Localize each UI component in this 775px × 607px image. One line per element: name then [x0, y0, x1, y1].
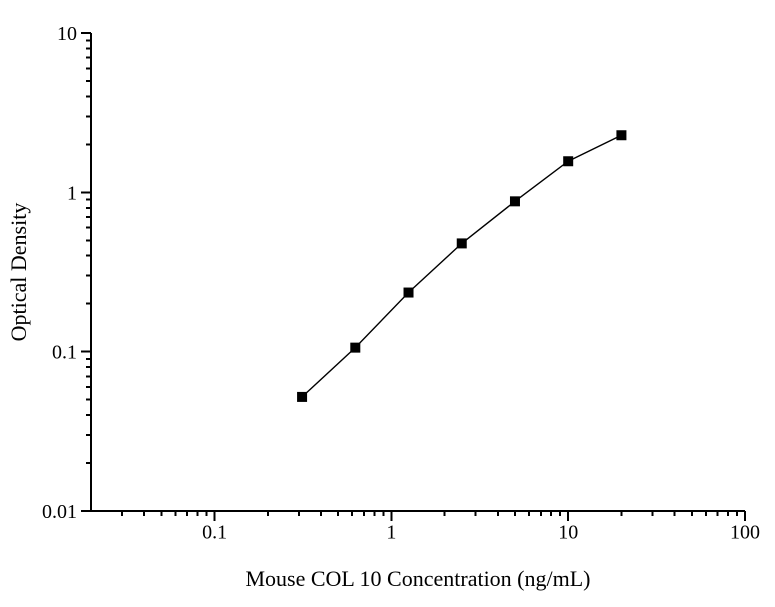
data-point-marker [456, 238, 467, 249]
y-axis-title: Optical Density [6, 203, 31, 342]
y-tick-label: 10 [57, 23, 77, 45]
tick-labels-layer: 0.1 1 10 100 0.01 0.1 1 10 [42, 23, 760, 544]
series-line [301, 134, 622, 398]
x-tick-label: 100 [730, 522, 760, 544]
axes-layer [81, 32, 746, 521]
y-tick-label: 0.1 [52, 342, 77, 364]
y-tick-label: 1 [67, 182, 77, 204]
data-point-marker [509, 196, 520, 207]
x-axis-title: Mouse COL 10 Concentration (ng/mL) [245, 566, 590, 591]
x-tick-label: 0.1 [202, 522, 227, 544]
x-tick-label: 1 [386, 522, 396, 544]
data-point-marker [297, 391, 308, 402]
data-point-marker [563, 156, 574, 167]
y-tick-label: 0.01 [42, 501, 77, 523]
data-point-marker [350, 342, 361, 353]
x-tick-label: 10 [558, 522, 578, 544]
series-layer [297, 130, 627, 402]
data-point-marker [403, 287, 414, 298]
data-point-marker [616, 130, 627, 141]
